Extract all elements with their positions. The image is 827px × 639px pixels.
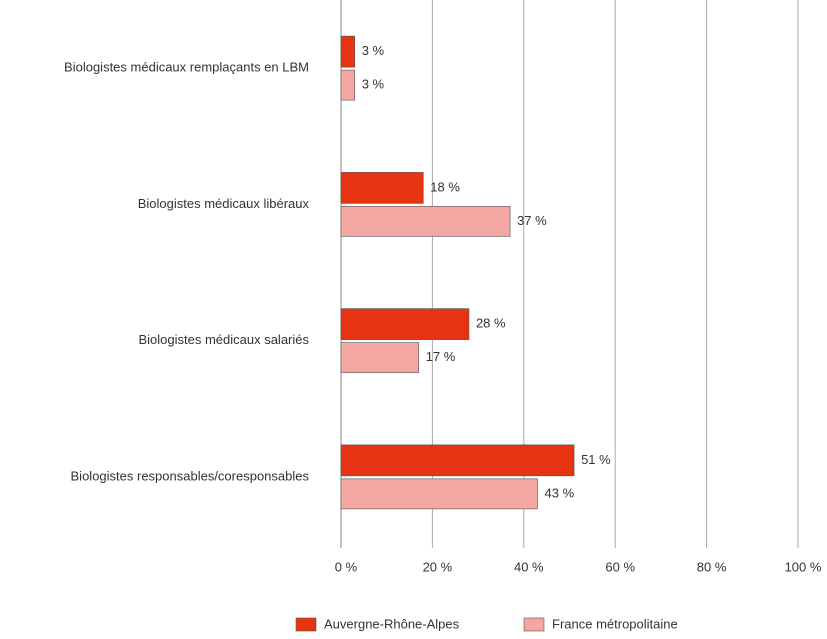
value-label: 51 %: [581, 452, 611, 467]
y-tick-label: Biologistes responsables/coresponsables: [71, 468, 310, 483]
x-tick-label: 60 %: [605, 559, 635, 574]
x-tick-label: 40 %: [514, 559, 544, 574]
value-label: 28 %: [476, 316, 506, 331]
bar: [340, 308, 470, 340]
value-label: 3 %: [362, 43, 385, 58]
legend-label: France métropolitaine: [552, 616, 678, 631]
x-tick-label: 20 %: [423, 559, 453, 574]
value-label: 37 %: [517, 213, 547, 228]
bar: [340, 342, 419, 373]
value-label: 3 %: [362, 77, 385, 92]
x-tick-label: 80 %: [697, 559, 727, 574]
bar: [340, 206, 511, 237]
value-label: 17 %: [426, 349, 456, 364]
x-tick-label: 0 %: [335, 559, 358, 574]
y-tick-label: Biologistes médicaux remplaçants en LBM: [64, 60, 309, 75]
bar: [340, 35, 356, 68]
bar: [340, 444, 575, 477]
x-tick-label: 100 %: [785, 559, 822, 574]
bar: [340, 172, 424, 204]
value-label: 18 %: [430, 179, 460, 194]
value-label: 43 %: [545, 485, 575, 500]
bar: [340, 478, 538, 510]
y-tick-label: Biologistes médicaux salariés: [138, 332, 309, 347]
bar: [340, 69, 356, 101]
legend-swatch: [523, 617, 545, 632]
legend-label: Auvergne-Rhône-Alpes: [324, 616, 460, 631]
y-tick-label: Biologistes médicaux libéraux: [138, 196, 310, 211]
legend-swatch: [295, 617, 317, 632]
